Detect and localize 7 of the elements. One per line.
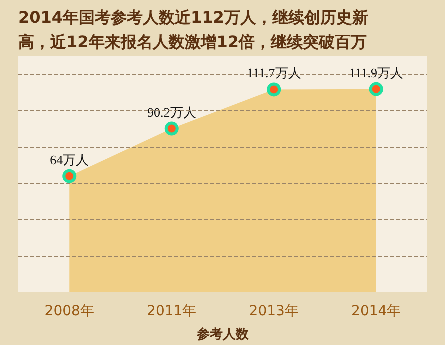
chart-title: 2014年国考参考人数近112万人，继续创历史新高，近12年来报名人数激增12倍，继续突破百万 (18, 8, 368, 52)
x-tick-label: 2011年 (147, 304, 197, 320)
x-axis-title: 参考人数 (196, 326, 250, 342)
x-tick-label: 2013年 (249, 304, 299, 320)
x-tick-label: 2014年 (352, 304, 402, 320)
x-tick-label: 2008年 (44, 304, 94, 320)
data-label: 64万人 (50, 152, 90, 168)
